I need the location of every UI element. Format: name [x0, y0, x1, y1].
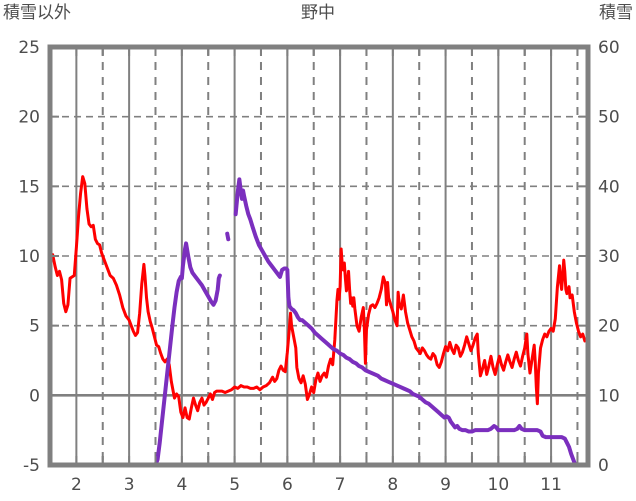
y-tick-label-right: 10	[598, 386, 620, 406]
left-axis-title: 積雪以外	[3, 3, 71, 23]
page-title: 野中	[301, 3, 335, 23]
x-tick-label: 4	[176, 475, 187, 495]
y-tick-label-right: 20	[598, 317, 620, 337]
y-tick-label-right: 0	[598, 456, 609, 476]
axis-tick-labels: -5 0 5 10 15 20 25 0 10 20 30 40 50 60 2 3 4 5 6 7 8 9 10 11	[18, 38, 619, 495]
y-tick-label-left: 0	[29, 386, 40, 406]
data-series	[50, 175, 587, 467]
y-tick-label-left: -5	[23, 456, 40, 476]
y-tick-label-left: 5	[29, 317, 40, 337]
y-tick-label-right: 30	[598, 247, 620, 267]
series-line-purple	[50, 241, 222, 467]
x-tick-label: 6	[282, 475, 293, 495]
x-tick-label: 9	[440, 475, 451, 495]
y-tick-label-left: 20	[18, 108, 40, 128]
y-tick-label-left: 15	[18, 177, 40, 197]
x-tick-label: 5	[229, 475, 240, 495]
series-line-red	[51, 175, 587, 421]
x-tick-label: 8	[387, 475, 398, 495]
x-tick-label: 3	[124, 475, 135, 495]
series-line-purple	[225, 231, 231, 242]
y-tick-label-right: 40	[598, 177, 620, 197]
y-tick-label-left: 10	[18, 247, 40, 267]
x-tick-label: 2	[71, 475, 82, 495]
right-axis-title: 積雪	[599, 3, 633, 23]
y-tick-label-right: 60	[598, 38, 620, 58]
y-tick-label-left: 25	[18, 38, 40, 58]
axis-ticks	[50, 46, 588, 466]
y-tick-label-right: 50	[598, 108, 620, 128]
x-tick-label: 7	[335, 475, 346, 495]
gridlines	[50, 47, 588, 465]
x-tick-label: 11	[540, 475, 562, 495]
series-line-purple	[233, 177, 587, 467]
x-tick-label: 10	[488, 475, 510, 495]
